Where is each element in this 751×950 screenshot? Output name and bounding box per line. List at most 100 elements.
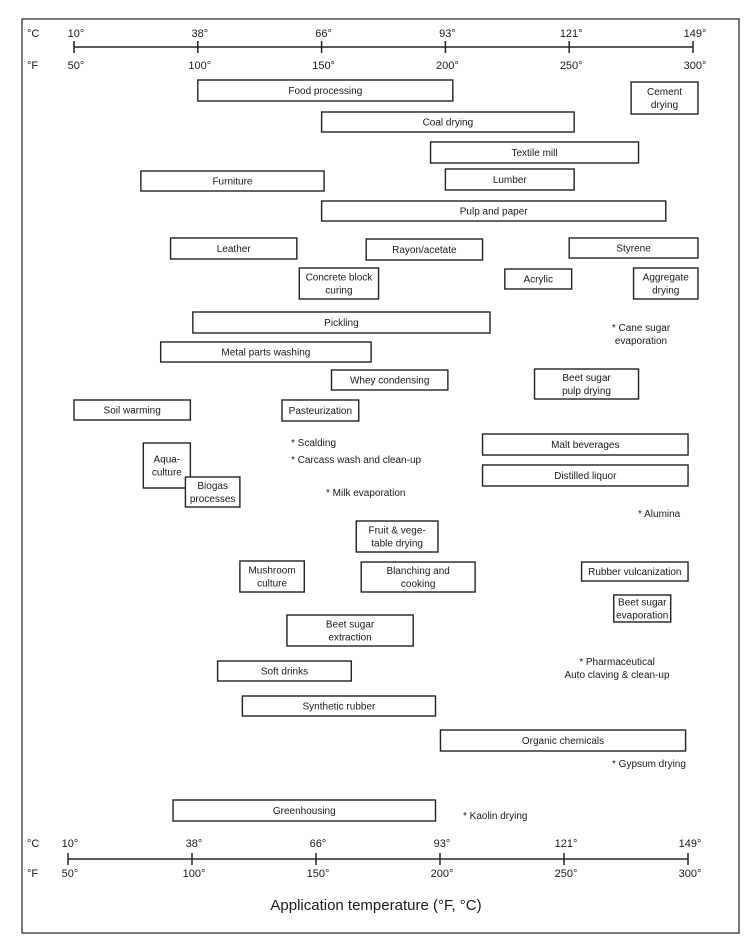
range-bar-rect <box>504 268 573 290</box>
range-bar-label: drying <box>651 100 678 111</box>
celsius-tick-label: 121° <box>560 28 583 40</box>
range-bar-rect <box>159 341 372 363</box>
range-bar-rect <box>580 561 689 582</box>
range-bar-leather: Leather <box>169 237 298 260</box>
range-bar-pickling: Pickling <box>192 311 491 334</box>
bottom-axis: °C °F 10° 50° 38° 100° 66° 150° 93° 200° 121° 250° 1… <box>27 838 701 880</box>
range-bar-furniture: Furniture <box>140 170 325 192</box>
celsius-tick-label: 93° <box>439 28 456 40</box>
range-bar-fruit-vegetable-drying: Fruit & vege-table drying <box>355 520 439 553</box>
range-bar-rect <box>172 799 437 822</box>
range-bar-metal-parts-washing: Metal parts washing <box>159 341 372 363</box>
range-bar-rayon-acetate: Rayon/acetate <box>365 238 484 261</box>
range-bar-synthetic-rubber: Synthetic rubber <box>241 695 437 717</box>
range-bar-label: Cement <box>647 87 682 98</box>
range-bar-rect <box>281 399 360 422</box>
range-bar-textile-mill: Textile mill <box>429 141 640 164</box>
fahrenheit-unit-label: °F <box>27 868 38 880</box>
range-bars: Food processing Cement drying Coal drying Te… <box>73 79 699 822</box>
range-bar-concrete-block-curing: Concrete block curing <box>298 267 380 300</box>
range-bar-label: Coal drying <box>423 118 474 129</box>
range-bar-beet-sugar-extraction: Beet sugar extraction <box>286 614 414 647</box>
range-bar-label: Biogas <box>197 481 228 492</box>
range-bar-label: culture <box>152 468 182 479</box>
range-bar-rect <box>184 476 241 508</box>
range-bar-label: Greenhousing <box>273 806 336 817</box>
point-note: * Carcass wash and clean-up <box>291 455 422 466</box>
fahrenheit-tick-label: 300° <box>684 60 707 72</box>
range-bar-label: Concrete block <box>306 273 374 284</box>
range-bar-rect <box>429 141 640 164</box>
celsius-tick-label: 10° <box>68 28 85 40</box>
range-bar-label: Rubber vulcanization <box>588 567 681 578</box>
range-bar-rect <box>439 729 687 752</box>
range-bar-label: cooking <box>401 579 435 590</box>
range-bar-organic-chemicals: Organic chemicals <box>439 729 687 752</box>
point-note: * Gypsum drying <box>612 759 686 770</box>
fahrenheit-tick-label: 150° <box>307 868 330 880</box>
range-bar-label: Malt beverages <box>551 440 619 451</box>
range-bar-rect <box>613 594 672 623</box>
fahrenheit-tick-label: 100° <box>188 60 211 72</box>
range-bar-aquaculture: Aqua-culture <box>142 442 192 489</box>
range-bar-label: Aggregate <box>643 273 690 284</box>
range-bar-label: curing <box>325 286 352 297</box>
range-bar-rect <box>632 267 699 300</box>
range-bar-rect <box>169 237 298 260</box>
range-bar-rect <box>142 442 192 489</box>
range-bar-rect <box>239 560 305 593</box>
range-bar-label: Fruit & vege- <box>368 526 425 537</box>
range-bar-rect <box>630 81 699 115</box>
range-bar-label: Metal parts washing <box>221 348 310 359</box>
celsius-tick-label: 149° <box>679 838 702 850</box>
celsius-unit-label: °C <box>27 838 39 850</box>
celsius-tick-label: 10° <box>62 838 79 850</box>
range-bar-rubber-vulcanization: Rubber vulcanization <box>580 561 689 582</box>
range-bar-label: Synthetic rubber <box>303 702 376 713</box>
range-bar-label: Furniture <box>212 177 252 188</box>
celsius-tick-label: 38° <box>186 838 203 850</box>
x-axis-title: Application temperature (°F, °C) <box>270 897 481 914</box>
range-bar-soft-drinks: Soft drinks <box>216 660 353 682</box>
fahrenheit-tick-label: 250° <box>560 60 583 72</box>
range-bar-rect <box>192 311 491 334</box>
point-note: Auto claving & clean-up <box>564 670 670 681</box>
range-bar-label: Soil warming <box>104 406 161 417</box>
range-bar-label: Styrene <box>616 244 651 255</box>
range-bar-biogas-processes: Biogas processes <box>184 476 241 508</box>
range-bar-rect <box>320 111 575 133</box>
range-bar-malt-beverages: Malt beverages <box>481 433 689 456</box>
fahrenheit-tick-label: 200° <box>436 60 459 72</box>
range-bar-label: Acrylic <box>524 275 553 286</box>
range-bar-label: Textile mill <box>511 148 557 159</box>
celsius-tick-label: 93° <box>434 838 451 850</box>
point-note: * Scalding <box>291 438 336 449</box>
fahrenheit-unit-label: °F <box>27 60 38 72</box>
range-bar-pasteurization: Pasteurization <box>281 399 360 422</box>
celsius-tick-label: 121° <box>555 838 578 850</box>
range-bar-soil-warming: Soil warming <box>73 399 192 421</box>
chart-frame <box>21 18 740 934</box>
point-note: * Cane sugar <box>612 323 671 334</box>
fahrenheit-tick-label: 300° <box>679 868 702 880</box>
range-bar-label: extraction <box>328 633 371 644</box>
celsius-tick-label: 38° <box>191 28 208 40</box>
range-bar-label: Beet sugar <box>562 373 611 384</box>
point-note: * Alumina <box>638 509 681 520</box>
range-bar-rect <box>481 464 689 487</box>
top-axis: °C °F 10° 50° 38° 100° 66° 150° 93° 200° 121° 250° 1… <box>27 28 706 72</box>
range-bar-blanching-and-cooking: Blanching and cooking <box>360 561 476 593</box>
range-bar-label: Pulp and paper <box>460 207 529 218</box>
range-bar-label: processes <box>190 494 236 505</box>
range-bar-label: Pickling <box>324 318 358 329</box>
range-bar-food-processing: Food processing <box>197 79 454 102</box>
range-bar-beet-sugar-evaporation: Beet sugar evaporation <box>613 594 672 623</box>
range-bar-rect <box>360 561 476 593</box>
range-bar-rect <box>298 267 380 300</box>
range-bar-label: Beet sugar <box>618 598 667 609</box>
celsius-tick-label: 66° <box>310 838 327 850</box>
range-bar-distilled-liquor: Distilled liquor <box>481 464 689 487</box>
point-note: evaporation <box>615 336 667 347</box>
range-bar-rect <box>533 368 640 400</box>
range-bar-label: Whey condensing <box>350 376 430 387</box>
